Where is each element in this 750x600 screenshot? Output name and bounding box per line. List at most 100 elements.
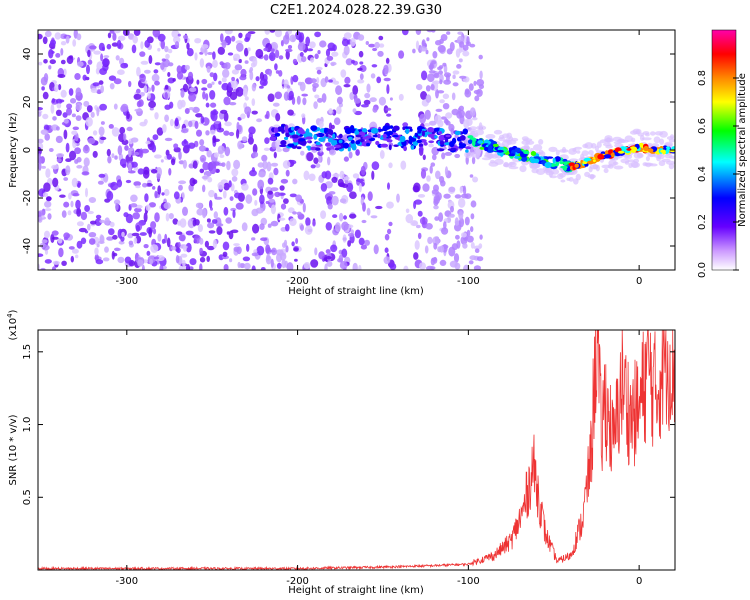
- noise-blob: [343, 176, 350, 181]
- halo-blob: [624, 135, 633, 142]
- noise-blob: [478, 54, 483, 60]
- spectrogram-blobs: [38, 30, 675, 270]
- halo-blob: [557, 173, 564, 180]
- noise-blob: [383, 64, 389, 75]
- ridge-blob: [434, 135, 438, 139]
- noise-blob: [442, 93, 450, 100]
- noise-blob: [459, 41, 465, 48]
- noise-blob: [289, 193, 297, 198]
- noise-blob: [280, 203, 287, 210]
- noise-blob: [350, 37, 356, 47]
- noise-blob: [421, 39, 426, 49]
- noise-blob: [145, 140, 151, 145]
- noise-blob: [444, 151, 452, 156]
- noise-blob: [204, 48, 208, 56]
- noise-blob: [38, 33, 43, 40]
- noise-blob: [292, 74, 299, 83]
- noise-blob: [462, 50, 470, 57]
- noise-blob: [188, 120, 193, 128]
- ridge-blob: [416, 139, 422, 144]
- noise-blob: [238, 32, 243, 39]
- ridge-blob: [562, 166, 567, 171]
- halo-blob: [490, 159, 495, 164]
- noise-blob: [357, 79, 365, 84]
- noise-blob: [268, 198, 276, 203]
- ridge-blob: [438, 131, 442, 135]
- noise-blob: [235, 202, 244, 210]
- noise-blob: [286, 262, 294, 270]
- noise-blob: [251, 167, 255, 173]
- noise-blob: [259, 85, 264, 89]
- noise-blob: [98, 42, 105, 51]
- noise-blob: [192, 219, 197, 227]
- noise-blob: [60, 48, 64, 56]
- noise-blob: [325, 256, 332, 260]
- noise-blob: [114, 155, 118, 160]
- noise-blob: [389, 263, 397, 270]
- noise-blob: [249, 169, 257, 177]
- noise-blob: [283, 239, 288, 248]
- noise-blob: [149, 258, 154, 265]
- noise-blob: [429, 165, 433, 174]
- noise-blob: [379, 43, 385, 48]
- ridge-blob: [366, 142, 371, 147]
- noise-blob: [470, 213, 475, 220]
- noise-blob: [113, 103, 118, 110]
- noise-blob: [241, 222, 248, 232]
- noise-blob: [63, 201, 70, 208]
- noise-blob: [331, 176, 338, 183]
- noise-blob: [61, 210, 67, 218]
- noise-blob: [259, 71, 264, 81]
- ridge-blob: [284, 136, 289, 140]
- halo-blob: [469, 126, 477, 130]
- noise-blob: [474, 248, 480, 253]
- noise-blob: [44, 249, 49, 255]
- noise-blob: [282, 34, 290, 45]
- ridge-blob: [377, 133, 381, 139]
- noise-blob: [102, 257, 110, 262]
- noise-blob: [255, 76, 260, 82]
- noise-blob: [188, 107, 195, 111]
- noise-blob: [414, 240, 420, 250]
- noise-blob: [93, 50, 101, 55]
- noise-blob: [175, 231, 183, 235]
- noise-blob: [135, 224, 141, 232]
- noise-blob: [299, 32, 305, 42]
- ridge-blob: [418, 146, 424, 153]
- ridge-blob: [508, 153, 515, 157]
- noise-blob: [266, 161, 272, 172]
- noise-blob: [152, 134, 159, 141]
- noise-blob: [252, 223, 260, 234]
- y-tick-label: 20: [22, 96, 33, 109]
- noise-blob: [139, 232, 147, 236]
- noise-blob: [61, 260, 67, 266]
- noise-blob: [161, 238, 166, 244]
- noise-blob: [396, 193, 400, 203]
- noise-blob: [241, 136, 248, 143]
- ridge-blob: [370, 127, 379, 134]
- noise-blob: [214, 192, 218, 200]
- noise-blob: [85, 117, 93, 127]
- noise-blob: [210, 111, 218, 122]
- noise-blob: [433, 72, 440, 79]
- noise-blob: [347, 240, 351, 247]
- x-tick-label: -200: [286, 276, 309, 287]
- noise-blob: [149, 107, 154, 111]
- noise-blob: [152, 30, 161, 38]
- ridge-blob: [592, 159, 596, 163]
- noise-blob: [150, 221, 157, 230]
- x-tick-label: 0: [636, 576, 642, 587]
- x-tick-label: -200: [286, 576, 309, 587]
- noise-blob: [441, 227, 449, 235]
- noise-blob: [274, 91, 282, 100]
- noise-blob: [86, 105, 93, 113]
- noise-blob: [182, 34, 189, 40]
- noise-blob: [50, 39, 56, 46]
- ridge-blob: [563, 161, 568, 165]
- noise-blob: [256, 245, 265, 256]
- noise-blob: [92, 130, 98, 136]
- noise-blob: [179, 218, 187, 228]
- noise-blob: [168, 168, 172, 176]
- noise-blob: [267, 223, 272, 228]
- noise-blob: [162, 123, 167, 133]
